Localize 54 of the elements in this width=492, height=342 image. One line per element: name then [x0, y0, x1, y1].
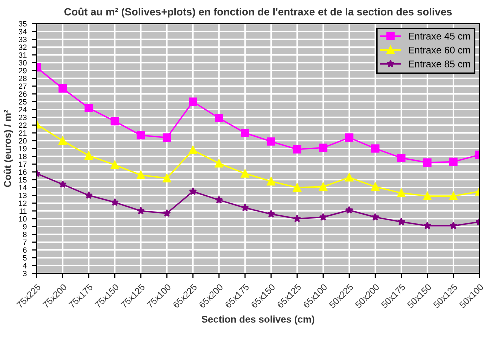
point	[58, 180, 67, 188]
point	[423, 192, 432, 201]
point	[293, 184, 302, 192]
point	[371, 144, 380, 153]
point	[424, 222, 432, 230]
point	[267, 138, 276, 146]
point	[423, 158, 432, 167]
point	[345, 206, 354, 214]
point	[267, 177, 276, 186]
point	[319, 182, 328, 192]
point	[319, 144, 328, 152]
point	[84, 104, 94, 112]
point	[136, 171, 146, 180]
point	[397, 189, 406, 198]
point	[449, 192, 458, 201]
point	[215, 196, 224, 204]
point	[450, 222, 458, 230]
point	[345, 173, 354, 182]
point	[293, 214, 302, 222]
point	[215, 159, 224, 168]
point	[267, 210, 276, 218]
point	[215, 114, 224, 123]
legend-label: Entraxe 60 cm	[409, 46, 470, 54]
point	[345, 134, 354, 142]
legend-label: Entraxe 85 cm	[409, 60, 470, 68]
point	[84, 191, 93, 200]
point	[137, 207, 146, 215]
point	[241, 129, 250, 138]
point	[189, 98, 198, 106]
point	[136, 131, 146, 140]
point	[58, 84, 68, 93]
point	[241, 204, 250, 212]
x-axis-title: Section des solives (cm)	[202, 316, 315, 325]
y-axis-title: Coût (euros) / m²	[4, 110, 14, 188]
point	[397, 154, 406, 162]
point	[398, 218, 406, 226]
point	[449, 158, 458, 166]
point	[189, 188, 198, 196]
point	[110, 117, 120, 126]
point	[110, 160, 120, 170]
point	[163, 209, 172, 218]
point	[293, 145, 302, 154]
point	[162, 174, 172, 183]
point	[372, 213, 380, 221]
point	[371, 182, 380, 192]
point	[111, 198, 120, 206]
legend-label: Entraxe 45 cm	[409, 33, 470, 40]
point	[241, 170, 250, 178]
chart-title: Coût au m² (Solives+plots) en fonction de l'entraxe et de la section des solives	[64, 8, 452, 18]
point	[84, 152, 94, 160]
point	[58, 136, 68, 146]
point	[162, 134, 172, 142]
point	[189, 146, 198, 154]
point	[319, 213, 328, 221]
